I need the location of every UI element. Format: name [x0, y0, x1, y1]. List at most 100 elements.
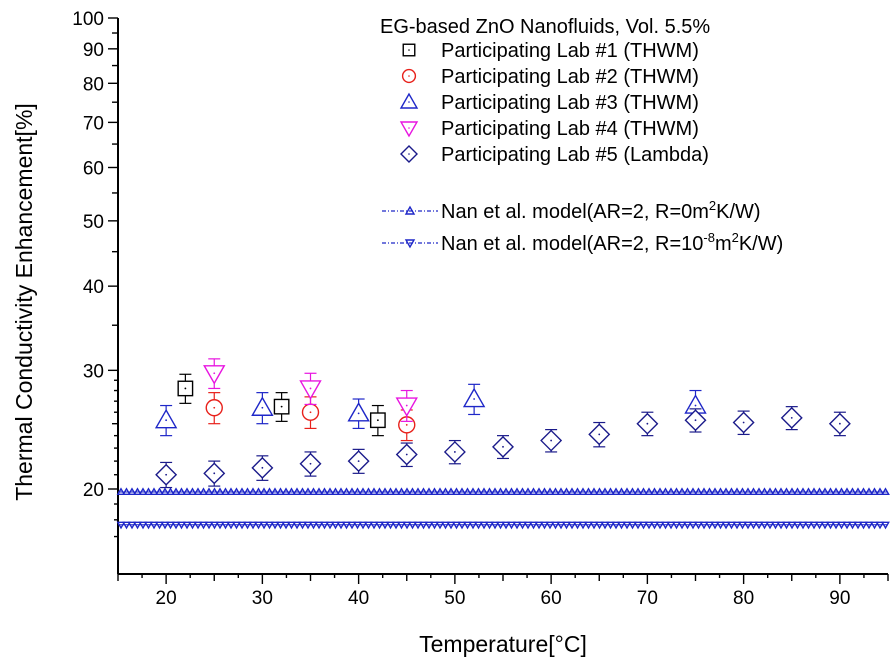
- model-marker: [309, 487, 318, 496]
- model-marker: [457, 521, 467, 530]
- model-marker: [490, 487, 500, 496]
- model-marker: [320, 521, 329, 530]
- data-point-center: [405, 423, 408, 426]
- model-marker: [375, 487, 384, 496]
- model-marker: [507, 487, 516, 496]
- model-marker: [215, 521, 225, 530]
- model-marker: [501, 487, 511, 496]
- model-marker: [738, 487, 747, 496]
- model-marker: [859, 487, 868, 496]
- model-marker: [694, 521, 703, 530]
- model-marker: [749, 487, 758, 496]
- model-marker: [699, 521, 709, 530]
- model-marker: [551, 521, 560, 530]
- model-marker: [259, 521, 269, 530]
- legend-marker-center: [408, 101, 410, 103]
- model-marker: [672, 487, 681, 496]
- model-marker: [468, 521, 478, 530]
- x-tick-label: 90: [829, 588, 850, 609]
- legend-label: Participating Lab #2 (THWM): [441, 66, 699, 88]
- model-marker: [760, 487, 769, 496]
- model-marker: [177, 487, 186, 496]
- data-point-center: [261, 406, 264, 409]
- model-marker: [127, 521, 137, 530]
- model-marker: [837, 521, 846, 530]
- model-marker: [430, 521, 439, 530]
- legend-marker: [404, 205, 416, 215]
- model-marker: [765, 521, 775, 530]
- model-marker: [199, 521, 208, 530]
- legend-marker: [400, 145, 418, 163]
- model-marker: [144, 521, 153, 530]
- model-marker: [452, 487, 461, 496]
- model-marker: [870, 521, 879, 530]
- model-marker: [474, 521, 483, 530]
- model-marker: [540, 487, 549, 496]
- model-marker: [562, 487, 571, 496]
- legend-title: EG-based ZnO Nanofluids, Vol. 5.5%: [380, 16, 710, 38]
- model-marker: [793, 521, 802, 530]
- data-point-center: [376, 419, 379, 422]
- data-series: [154, 358, 851, 489]
- data-point-center: [213, 406, 216, 409]
- model-marker: [342, 521, 351, 530]
- data-point-center: [453, 451, 456, 453]
- model-marker: [875, 521, 885, 530]
- model-marker: [815, 487, 824, 496]
- model-marker: [683, 487, 692, 496]
- model-marker: [188, 521, 197, 530]
- model-marker: [204, 521, 214, 530]
- model-marker: [474, 487, 483, 496]
- model-marker: [182, 487, 192, 496]
- model-marker: [787, 521, 797, 530]
- model-marker: [485, 487, 494, 496]
- model-marker: [226, 521, 236, 530]
- x-tick-label: 20: [156, 588, 177, 609]
- model-marker: [595, 521, 604, 530]
- model-marker: [842, 521, 852, 530]
- model-marker: [226, 487, 236, 496]
- model-marker: [122, 521, 131, 530]
- model-marker: [551, 487, 560, 496]
- model-marker: [331, 487, 340, 496]
- model-marker: [116, 521, 126, 530]
- model-marker: [595, 487, 604, 496]
- model-marker: [254, 487, 263, 496]
- model-marker: [424, 521, 434, 530]
- legend-marker: [401, 68, 417, 84]
- model-marker: [573, 487, 582, 496]
- model-marker: [419, 487, 428, 496]
- model-marker: [210, 521, 219, 530]
- model-marker: [144, 487, 153, 496]
- data-point-center: [184, 387, 187, 390]
- model-marker: [650, 487, 659, 496]
- model-marker: [243, 521, 252, 530]
- model-marker: [149, 487, 159, 496]
- legend-marker: [399, 92, 419, 109]
- model-marker: [314, 487, 324, 496]
- model-marker: [402, 487, 412, 496]
- model-marker: [782, 521, 791, 530]
- model-marker: [584, 521, 593, 530]
- model-marker: [633, 487, 643, 496]
- model-marker: [677, 487, 687, 496]
- model-marker: [716, 487, 725, 496]
- model-marker: [501, 521, 511, 530]
- model-marker: [749, 521, 758, 530]
- model-marker: [721, 521, 731, 530]
- model-marker: [661, 487, 670, 496]
- model-marker: [754, 521, 764, 530]
- model-marker: [347, 487, 357, 496]
- model-marker: [435, 487, 445, 496]
- model-marker: [309, 521, 318, 530]
- model-marker: [391, 487, 401, 496]
- data-point-center: [742, 421, 745, 424]
- model-marker: [809, 487, 819, 496]
- y-tick-label: 70: [83, 113, 104, 134]
- model-marker: [446, 521, 456, 530]
- y-tick-label: 100: [72, 9, 104, 30]
- model-marker: [545, 487, 555, 496]
- model-marker: [848, 487, 857, 496]
- model-marker: [518, 521, 527, 530]
- data-point: [347, 401, 370, 422]
